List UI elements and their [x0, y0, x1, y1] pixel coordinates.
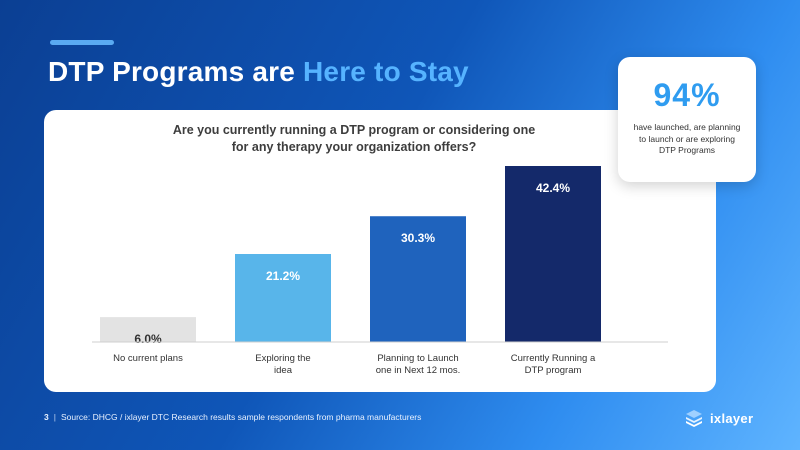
title-text: DTP Programs are: [48, 56, 303, 87]
bar-chart: 6.0% No current plans 21.2% Exploring the id…: [92, 166, 668, 376]
page-title: DTP Programs are Here to Stay: [48, 56, 469, 88]
bar-4: [505, 166, 601, 342]
category-label-1: No current plans: [113, 353, 183, 364]
logo-text: ixlayer: [710, 410, 754, 426]
category-label-3: Planning to Launch one in Next 12 mos.: [376, 353, 461, 376]
bar-2: [235, 254, 331, 342]
page-number: 3: [44, 412, 49, 422]
category-label-2: Exploring the idea: [255, 353, 310, 376]
chart-card: Are you currently running a DTP program …: [44, 110, 716, 392]
stat-value: 94%: [653, 77, 721, 113]
stat-description: have launched, are planning to launch or…: [633, 122, 741, 155]
bar-value-label-3: 30.3%: [401, 231, 435, 245]
layers-logo-icon: [686, 410, 702, 427]
bar-1: [100, 317, 196, 342]
title-highlight: Here to Stay: [303, 56, 469, 87]
ixlayer-logo: ixlayer: [684, 408, 753, 428]
stat-card: 94% have launched, are planning to launc…: [618, 57, 756, 182]
chart-title: Are you currently running a DTP program …: [172, 123, 536, 154]
bar-3: [370, 216, 466, 342]
category-label-4: Currently Running a DTP program: [511, 353, 596, 376]
bar-value-label-4: 42.4%: [536, 181, 570, 195]
footer: 3 | Source: DHCG / ixlayer DTC Research re…: [44, 412, 421, 422]
footer-separator: |: [53, 412, 56, 422]
title-accent-line: [50, 40, 114, 45]
bar-value-label-2: 21.2%: [266, 269, 300, 283]
bar-value-label-1: 6.0%: [134, 332, 162, 346]
source-note: Source: DHCG / ixlayer DTC Research resu…: [60, 412, 422, 422]
